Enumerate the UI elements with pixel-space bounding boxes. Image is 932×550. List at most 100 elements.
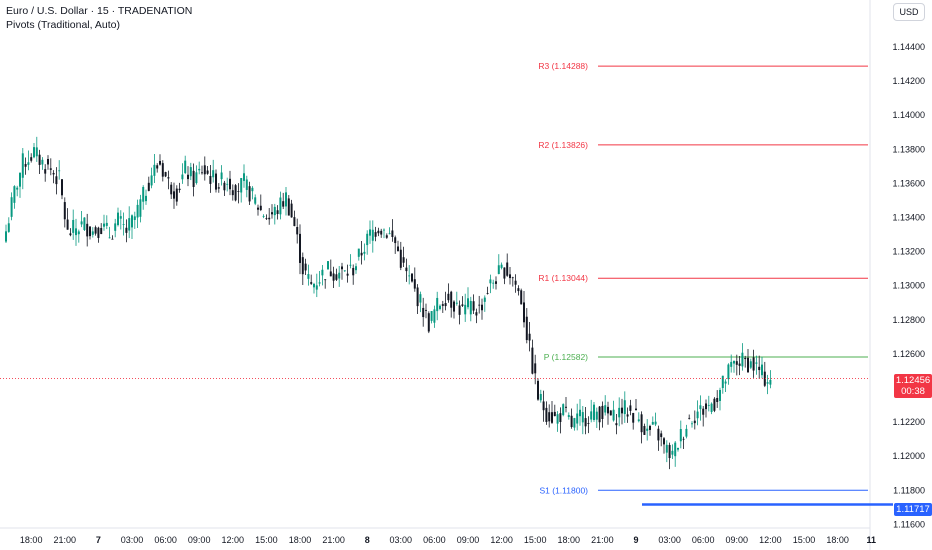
- candle-body: [609, 410, 612, 416]
- candle-body: [453, 301, 455, 312]
- candle-body: [77, 231, 80, 235]
- candle-body: [699, 405, 702, 410]
- candle-body: [651, 421, 654, 425]
- candle-body: [478, 304, 481, 306]
- candle-body: [366, 233, 369, 246]
- candle-body: [30, 157, 33, 161]
- candle-body: [604, 405, 607, 413]
- candle-body: [721, 375, 724, 389]
- candle-body: [581, 412, 584, 423]
- currency-button[interactable]: USD: [893, 3, 925, 21]
- candle-body: [153, 164, 156, 176]
- candle-body: [691, 423, 693, 425]
- time-tick-label: 09:00: [457, 535, 480, 545]
- candle-body: [632, 412, 635, 423]
- candle-body: [231, 190, 234, 196]
- price-tick-label: 1.12600: [892, 349, 925, 359]
- candle-body: [259, 205, 262, 211]
- candle-body: [584, 418, 587, 427]
- price-axis[interactable]: 1.14400 1.14200 1.14000 1.13800 1.13600 1.134…: [892, 42, 925, 529]
- candle-body: [724, 381, 727, 384]
- candle-body: [195, 172, 198, 184]
- candle-body: [514, 280, 517, 285]
- candle-body: [254, 197, 257, 204]
- candle-body: [245, 179, 248, 190]
- candle-body: [66, 219, 69, 230]
- candle-body: [63, 202, 66, 220]
- candle-body: [595, 411, 598, 420]
- time-tick-label: 8: [365, 535, 370, 545]
- candle-body: [139, 199, 142, 217]
- candle-body: [72, 219, 75, 233]
- candle-body: [758, 366, 761, 371]
- candle-body: [710, 403, 713, 412]
- candle-body: [251, 187, 254, 192]
- candle-body: [341, 266, 343, 270]
- candle-body: [103, 223, 105, 227]
- candle-body: [257, 207, 259, 210]
- candle-body: [509, 274, 511, 279]
- candle-body: [677, 447, 679, 450]
- candle-body: [184, 160, 187, 174]
- candle-body: [343, 270, 346, 272]
- time-tick-label: 18:00: [20, 535, 43, 545]
- candle-body: [279, 197, 282, 215]
- candle-body: [374, 232, 377, 237]
- candle-body: [654, 421, 657, 425]
- candle-body: [587, 423, 590, 424]
- price-tick-label: 1.13800: [892, 144, 925, 154]
- candle-body: [5, 231, 7, 242]
- candle-body: [16, 187, 19, 190]
- candle-body: [447, 293, 450, 301]
- candle-body: [89, 226, 91, 237]
- time-tick-label: 03:00: [121, 535, 144, 545]
- candle-body: [285, 192, 287, 207]
- candle-body: [335, 274, 338, 280]
- price-tick-label: 1.14400: [892, 42, 925, 52]
- candle-body: [433, 309, 436, 323]
- candle-body: [178, 188, 181, 191]
- candle-body: [142, 187, 145, 202]
- candle-body: [643, 426, 646, 435]
- time-tick-label: 09:00: [726, 535, 749, 545]
- candle-body: [472, 301, 475, 311]
- candle-body: [170, 184, 173, 195]
- time-tick-label: 06:00: [423, 535, 446, 545]
- symbol-title[interactable]: Euro / U.S. Dollar · 15 · TRADENATION: [6, 5, 193, 17]
- candle-body: [290, 203, 293, 218]
- candle-body: [458, 305, 461, 315]
- candle-body: [702, 408, 705, 415]
- time-axis[interactable]: 18:00 21:00 7 03:00 06:00 09:00 12:00 15:00 18:0…: [20, 535, 876, 545]
- price-tick-label: 1.11800: [893, 485, 925, 495]
- candle-body: [27, 162, 30, 165]
- candle-body: [556, 414, 559, 424]
- candle-body: [761, 364, 763, 376]
- candle-body: [531, 347, 534, 374]
- candle-body: [262, 215, 265, 217]
- indicator-label[interactable]: Pivots (Traditional, Auto): [6, 19, 120, 31]
- candle-body: [439, 305, 441, 309]
- candle-body: [156, 165, 159, 169]
- candle-body: [665, 444, 668, 453]
- chart-legend[interactable]: Euro / U.S. Dollar · 15 · TRADENATION Pi…: [6, 4, 192, 32]
- candle-body: [44, 169, 47, 174]
- candle-body: [719, 389, 721, 401]
- candle-body: [145, 195, 147, 202]
- candle-body: [590, 411, 593, 420]
- candle-body: [147, 182, 150, 191]
- candle-body: [33, 147, 35, 158]
- candle-body: [716, 397, 719, 402]
- candle-body: [693, 420, 696, 424]
- candle-body: [769, 379, 772, 385]
- candle-body: [682, 438, 685, 440]
- candle-body: [444, 303, 447, 307]
- candle-body: [371, 229, 374, 241]
- candle-body: [313, 283, 315, 288]
- candle-body: [450, 291, 453, 308]
- candle-body: [523, 302, 525, 323]
- price-tick-label: 1.13400: [892, 213, 925, 223]
- time-tick-label: 12:00: [222, 535, 245, 545]
- candle-body: [405, 267, 408, 272]
- candle-body: [497, 265, 500, 274]
